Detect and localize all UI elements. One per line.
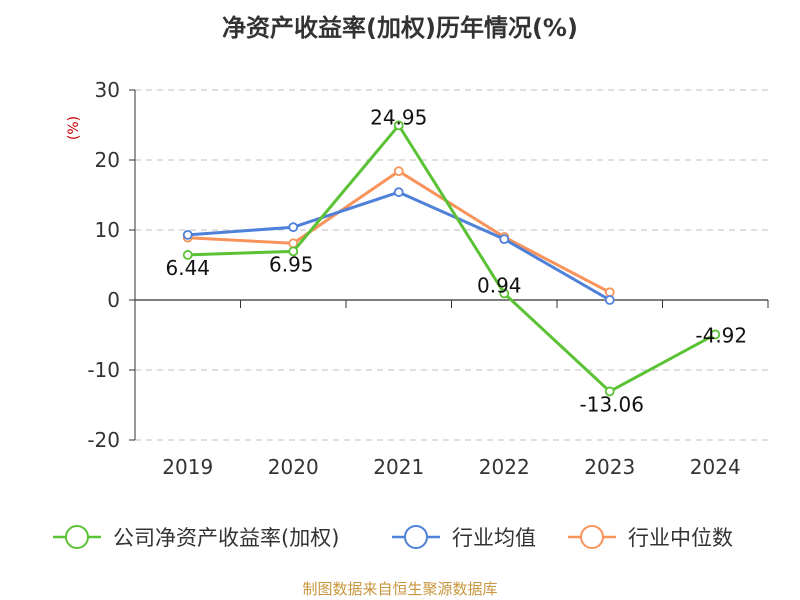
data-point xyxy=(393,187,404,198)
y-tick-label: 20 xyxy=(95,148,120,172)
series-line xyxy=(187,190,611,302)
x-tick-label: 2022 xyxy=(479,455,530,479)
series-lines xyxy=(182,120,721,397)
x-tick-label: 2023 xyxy=(584,455,635,479)
y-axis-unit: (%) xyxy=(66,116,82,140)
y-tick-label: 10 xyxy=(95,218,120,242)
series-line xyxy=(187,123,716,393)
data-label: 6.95 xyxy=(269,252,314,276)
data-point xyxy=(182,250,193,260)
y-tick-label: 30 xyxy=(95,78,120,102)
x-tick-label: 2019 xyxy=(162,455,213,479)
x-tick-label: 2021 xyxy=(373,455,424,479)
x-tick-label: 2020 xyxy=(268,455,319,479)
data-point xyxy=(499,234,510,245)
data-label: -13.06 xyxy=(580,392,644,416)
data-point xyxy=(182,229,193,240)
legend-marker xyxy=(65,525,89,549)
data-label: 24.95 xyxy=(370,105,427,129)
data-point xyxy=(393,120,404,131)
legend-marker xyxy=(580,525,604,549)
x-tick-label: 2024 xyxy=(690,455,741,479)
data-point xyxy=(604,386,615,397)
y-tick-label: -10 xyxy=(87,358,120,382)
data-point xyxy=(710,329,721,340)
data-point xyxy=(604,287,615,298)
gridlines xyxy=(135,89,768,441)
axes: 30 20 10 0 -10 -20 2019 2020 2021 2022 2023 2024 (%) xyxy=(66,78,769,479)
data-point xyxy=(499,288,510,299)
data-label: 6.44 xyxy=(165,256,210,280)
legend-label: 行业中位数 xyxy=(628,526,733,550)
y-tick-label: 0 xyxy=(107,288,120,312)
legend-label: 公司净资产收益率(加权) xyxy=(113,526,339,550)
source-note: 制图数据来自恒生聚源数据库 xyxy=(302,580,498,598)
legend-label: 行业均值 xyxy=(452,526,536,550)
data-labels: 6.44 6.95 24.95 0.94 -13.06 -4.92 xyxy=(165,105,747,416)
y-tick-label: -20 xyxy=(87,428,120,452)
legend: 公司净资产收益率(加权) 行业均值 行业中位数 xyxy=(53,525,733,550)
data-point xyxy=(288,246,299,257)
data-label: -4.92 xyxy=(695,323,747,347)
data-point xyxy=(604,295,615,305)
data-point xyxy=(393,166,404,177)
data-label: 0.94 xyxy=(477,273,522,297)
chart-title: 净资产收益率(加权)历年情况(%) xyxy=(222,14,578,42)
data-point xyxy=(288,222,299,233)
legend-marker xyxy=(404,525,428,549)
